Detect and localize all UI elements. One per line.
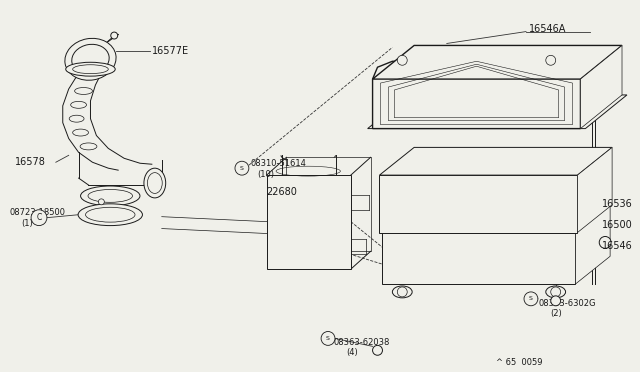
Ellipse shape — [144, 168, 166, 198]
Text: 16546A: 16546A — [529, 23, 566, 33]
Polygon shape — [380, 175, 577, 232]
Polygon shape — [575, 202, 610, 284]
Ellipse shape — [65, 38, 116, 80]
Text: (1): (1) — [21, 219, 33, 228]
Polygon shape — [383, 202, 610, 230]
Text: C: C — [36, 213, 42, 222]
Ellipse shape — [546, 286, 566, 298]
Circle shape — [31, 210, 47, 225]
Ellipse shape — [78, 204, 143, 225]
Polygon shape — [287, 157, 371, 251]
Text: 08723-18500: 08723-18500 — [10, 208, 65, 217]
Text: 08363-62038: 08363-62038 — [334, 338, 390, 347]
Bar — [271, 249, 289, 259]
Text: 16500: 16500 — [602, 219, 633, 230]
Text: S: S — [240, 166, 244, 171]
Polygon shape — [580, 45, 622, 129]
Text: 16536: 16536 — [602, 199, 633, 209]
Polygon shape — [380, 147, 612, 175]
Text: S: S — [326, 336, 330, 341]
Text: (4): (4) — [346, 348, 358, 357]
Circle shape — [546, 55, 556, 65]
Text: S: S — [529, 296, 533, 301]
Polygon shape — [577, 147, 612, 232]
Circle shape — [397, 55, 407, 65]
Text: 16577E: 16577E — [152, 46, 189, 57]
Polygon shape — [372, 45, 622, 79]
Bar — [328, 249, 346, 259]
Text: 16546: 16546 — [602, 241, 633, 251]
Circle shape — [111, 32, 118, 39]
Text: ^ 65  0059: ^ 65 0059 — [496, 358, 543, 367]
Ellipse shape — [81, 186, 140, 206]
Circle shape — [599, 237, 611, 248]
Bar — [328, 195, 346, 205]
Polygon shape — [367, 95, 627, 129]
Circle shape — [551, 296, 561, 306]
Bar — [271, 230, 289, 240]
Text: 22680: 22680 — [267, 187, 298, 197]
Text: 08310-51614: 08310-51614 — [251, 159, 307, 168]
Polygon shape — [372, 59, 580, 129]
Circle shape — [235, 161, 249, 175]
Bar — [328, 230, 346, 240]
Ellipse shape — [392, 286, 412, 298]
Ellipse shape — [72, 44, 109, 74]
Bar — [271, 195, 289, 205]
Polygon shape — [267, 175, 351, 269]
Circle shape — [524, 292, 538, 306]
Polygon shape — [383, 230, 575, 284]
Circle shape — [321, 331, 335, 345]
Text: 08363-6302G: 08363-6302G — [539, 299, 596, 308]
Circle shape — [372, 345, 383, 355]
Circle shape — [99, 199, 104, 205]
Text: (2): (2) — [551, 309, 563, 318]
Text: 16578: 16578 — [15, 157, 46, 167]
Ellipse shape — [66, 62, 115, 76]
Text: (10): (10) — [257, 170, 274, 179]
